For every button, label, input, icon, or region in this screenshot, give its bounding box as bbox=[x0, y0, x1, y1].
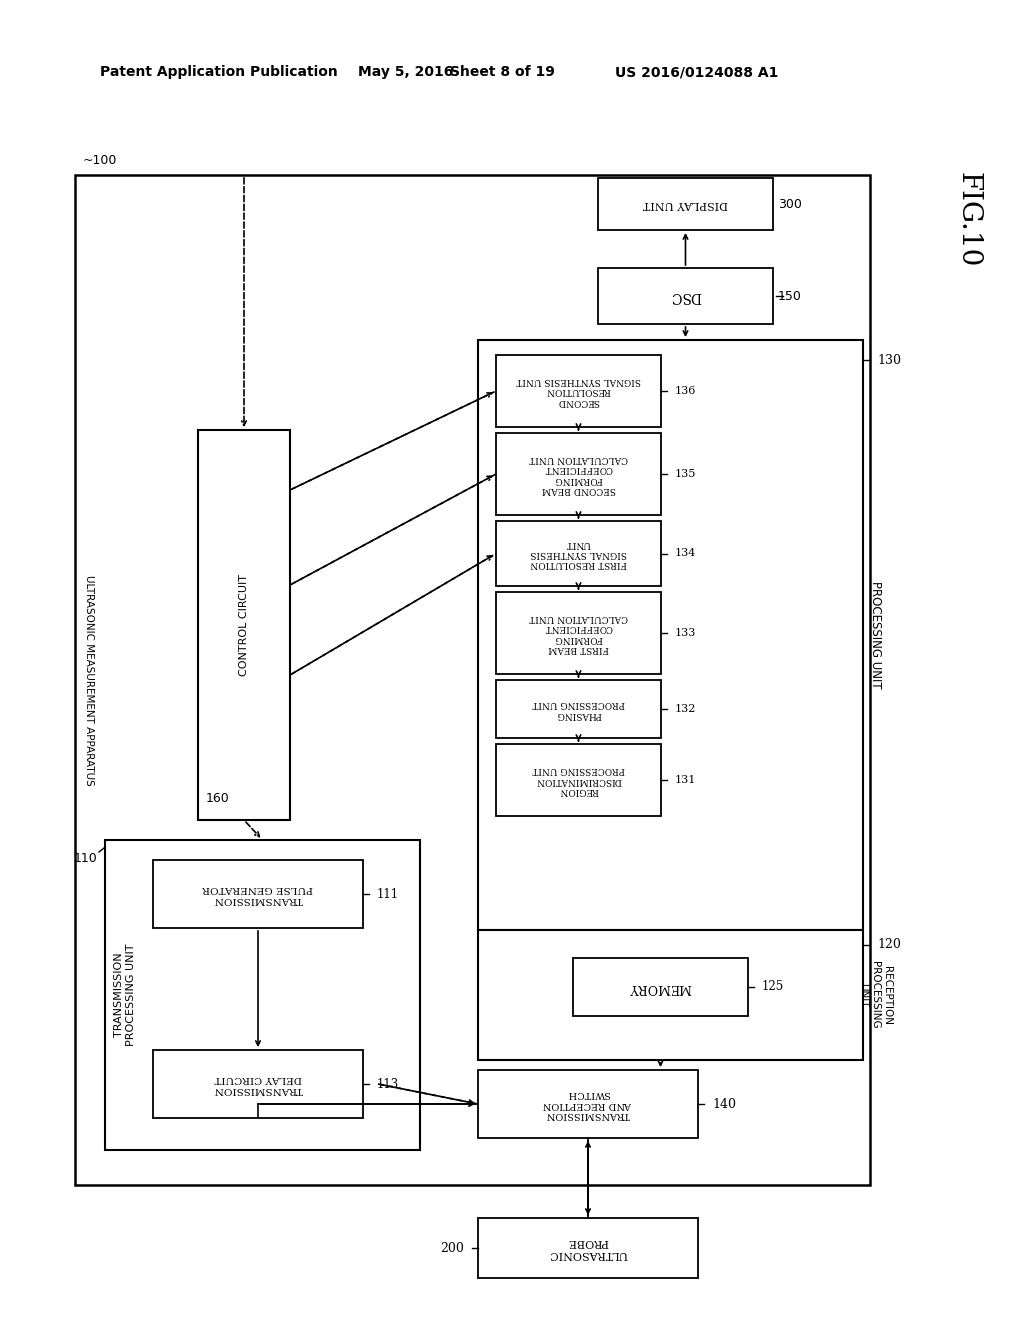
Text: RECEPTION
PROCESSING
UNIT: RECEPTION PROCESSING UNIT bbox=[858, 961, 892, 1028]
Bar bbox=[598, 178, 773, 230]
Bar bbox=[153, 1049, 362, 1118]
Bar bbox=[478, 341, 863, 931]
Bar bbox=[496, 680, 662, 738]
Text: PHASING
PROCESSING UNIT: PHASING PROCESSING UNIT bbox=[532, 700, 625, 718]
Text: 135: 135 bbox=[675, 469, 696, 479]
Text: FIRST BEAM
FORMING
COEFFICIENT
CALCULATION UNIT: FIRST BEAM FORMING COEFFICIENT CALCULATI… bbox=[529, 612, 628, 653]
Text: 134: 134 bbox=[675, 549, 696, 558]
Text: SECOND
RESOLUTION
SIGNAL SYNTHESIS UNIT: SECOND RESOLUTION SIGNAL SYNTHESIS UNIT bbox=[516, 376, 641, 407]
Bar bbox=[598, 268, 773, 323]
Text: US 2016/0124088 A1: US 2016/0124088 A1 bbox=[615, 65, 778, 79]
Text: DISPLAY UNIT: DISPLAY UNIT bbox=[643, 199, 728, 209]
Text: 133: 133 bbox=[675, 628, 696, 638]
Text: Patent Application Publication: Patent Application Publication bbox=[100, 65, 338, 79]
Bar bbox=[496, 744, 662, 816]
Text: ULTRASONIC MEASUREMENT APPARATUS: ULTRASONIC MEASUREMENT APPARATUS bbox=[84, 574, 94, 785]
Text: 113: 113 bbox=[377, 1077, 399, 1090]
Bar bbox=[478, 1218, 698, 1278]
Text: 200: 200 bbox=[440, 1242, 464, 1254]
Text: Sheet 8 of 19: Sheet 8 of 19 bbox=[450, 65, 555, 79]
Bar bbox=[496, 521, 662, 586]
Text: 120: 120 bbox=[877, 939, 901, 952]
Text: May 5, 2016: May 5, 2016 bbox=[358, 65, 454, 79]
Text: 110: 110 bbox=[74, 851, 97, 865]
Text: 150: 150 bbox=[778, 289, 802, 302]
Text: 130: 130 bbox=[877, 354, 901, 367]
Text: SECOND BEAM
FORMING
COEFFICIENT
CALCULATION UNIT: SECOND BEAM FORMING COEFFICIENT CALCULAT… bbox=[529, 454, 628, 494]
Text: FIG.10: FIG.10 bbox=[954, 173, 981, 268]
Text: 300: 300 bbox=[778, 198, 802, 210]
Bar bbox=[198, 430, 290, 820]
Bar bbox=[75, 176, 870, 1185]
Text: REGION
DISCRIMINATION
PROCESSING UNIT: REGION DISCRIMINATION PROCESSING UNIT bbox=[532, 766, 625, 795]
Text: 140: 140 bbox=[712, 1097, 736, 1110]
Text: ULTRASONIC
PROBE: ULTRASONIC PROBE bbox=[549, 1237, 628, 1259]
Text: 132: 132 bbox=[675, 704, 696, 714]
Text: DSC: DSC bbox=[670, 289, 701, 304]
Text: TRANSMISSION
PROCESSING UNIT: TRANSMISSION PROCESSING UNIT bbox=[115, 944, 136, 1047]
Text: 131: 131 bbox=[675, 775, 696, 785]
Text: PROCESSING UNIT: PROCESSING UNIT bbox=[868, 581, 882, 689]
Text: 125: 125 bbox=[762, 981, 784, 994]
Text: MEMORY: MEMORY bbox=[629, 981, 692, 994]
Bar bbox=[478, 1071, 698, 1138]
Text: TRANSMISSION
PULSE GENERATOR: TRANSMISSION PULSE GENERATOR bbox=[203, 884, 313, 904]
Bar bbox=[496, 433, 662, 515]
Bar bbox=[496, 355, 662, 426]
Bar bbox=[478, 931, 863, 1060]
Bar bbox=[153, 861, 362, 928]
Text: ~100: ~100 bbox=[83, 154, 118, 168]
Text: 136: 136 bbox=[675, 385, 696, 396]
Bar bbox=[573, 958, 748, 1016]
Text: 111: 111 bbox=[377, 887, 399, 900]
Text: CONTROL CIRCUIT: CONTROL CIRCUIT bbox=[239, 574, 249, 676]
Text: TRANSMISSION
DELAY CIRCUIT: TRANSMISSION DELAY CIRCUIT bbox=[213, 1074, 303, 1094]
Text: TRANSMISSION
AND RECEPTION
SWITCH: TRANSMISSION AND RECEPTION SWITCH bbox=[544, 1089, 633, 1119]
Text: FIRST RESOLUTION
SIGNAL SYNTHESIS
UNIT: FIRST RESOLUTION SIGNAL SYNTHESIS UNIT bbox=[530, 539, 627, 569]
Bar bbox=[496, 591, 662, 675]
Bar bbox=[105, 840, 420, 1150]
Text: 160: 160 bbox=[206, 792, 229, 805]
